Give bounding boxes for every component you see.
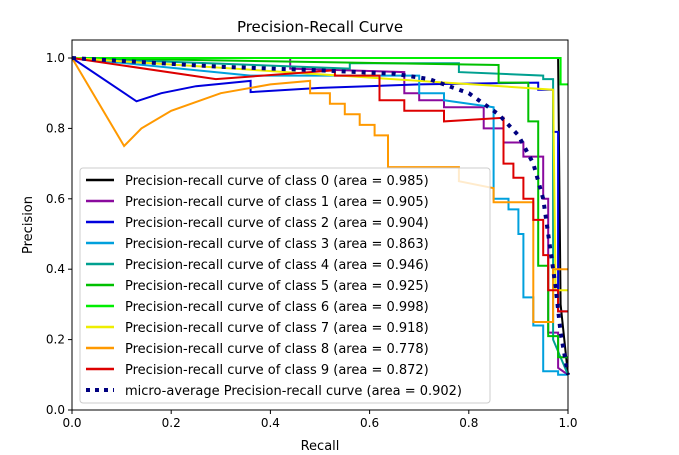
x-tick-label: 0.4 [261,416,280,430]
x-tick-label: 0.2 [162,416,181,430]
axis-ticks: 0.0 0.2 0.4 0.6 0.8 1.0 0.0 0.2 0.4 0.6 0.8 1.0 [46,51,578,430]
series-line-10 [71,56,570,376]
y-axis-label: Precision [21,196,36,254]
y-tick-label: 0.4 [46,262,65,276]
x-tick-label: 1.0 [558,416,577,430]
legend-label-0: Precision-recall curve of class 0 (area … [125,174,429,189]
y-tick-label: 0.0 [46,403,65,417]
legend-label-3: Precision-recall curve of class 3 (area … [125,237,429,252]
y-tick-label: 0.2 [46,333,65,347]
legend-label-9: Precision-recall curve of class 9 (area … [125,363,429,378]
legend-label-2: Precision-recall curve of class 2 (area … [125,216,429,231]
series-line-3 [71,57,568,376]
x-tick-label: 0.8 [459,416,478,430]
y-tick-label: 1.0 [46,51,65,65]
axes-frame [71,39,569,411]
x-axis-label: Recall [301,439,340,454]
legend-label-8: Precision-recall curve of class 8 (area … [125,342,429,357]
legend-label-6: Precision-recall curve of class 6 (area … [125,300,429,315]
x-tick-label: 0.0 [62,416,81,430]
series-line-4 [71,57,569,376]
x-tick-label: 0.6 [360,416,379,430]
series-line-5 [71,57,568,359]
legend-label-7: Precision-recall curve of class 7 (area … [125,321,429,336]
legend-label-1: Precision-recall curve of class 1 (area … [125,195,429,210]
y-tick-label: 0.6 [46,192,65,206]
series-line-8 [71,57,568,323]
y-tick-label: 0.8 [46,121,65,135]
legend-box [79,167,491,404]
series-line-9 [71,57,568,313]
legend: Precision-recall curve of class 0 (area … [79,167,491,404]
series-line-6 [72,57,568,86]
legend-label-10: micro-average Precision-recall curve (ar… [125,384,462,399]
plot-area [71,56,570,376]
legend-label-5: Precision-recall curve of class 5 (area … [125,279,429,294]
legend-label-4: Precision-recall curve of class 4 (area … [125,258,429,273]
series-line-7 [71,57,568,292]
chart-title: Precision-Recall Curve [237,18,403,36]
